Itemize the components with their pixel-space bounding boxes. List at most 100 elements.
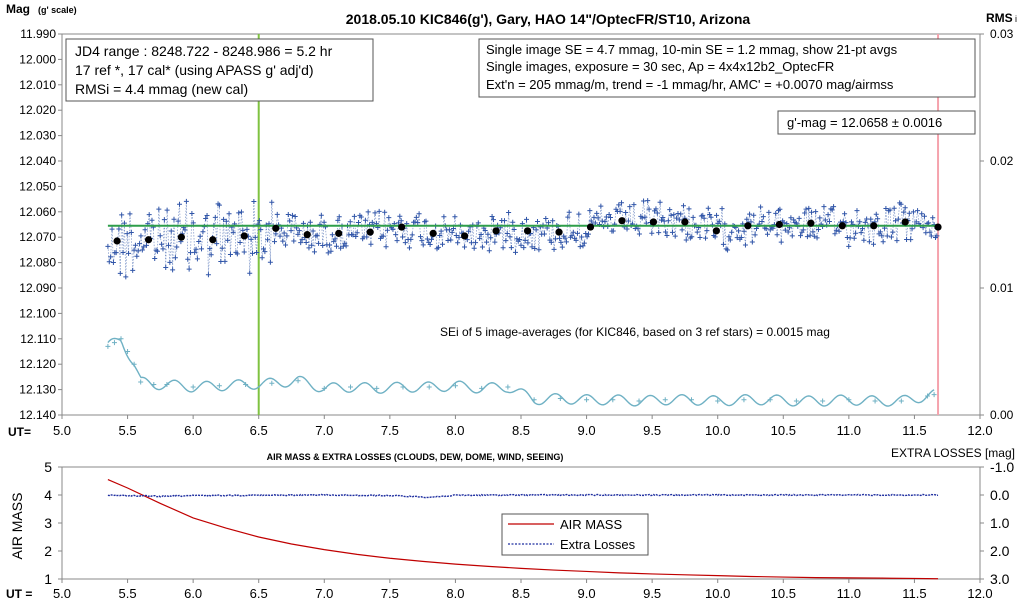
single-image-point [336,214,342,220]
single-image-point [700,212,706,218]
single-image-point [566,209,572,215]
single-image-point [119,212,125,218]
single-image-point [853,230,859,236]
single-image-point [663,229,669,235]
single-image-point [895,216,901,222]
rms-point [321,385,327,391]
single-image-point [842,211,848,217]
single-image-point [261,246,267,252]
single-image-point [212,214,218,220]
single-image-point [868,216,874,222]
main-y2tick-label: 0.03 [990,27,1014,41]
single-image-point [603,214,609,220]
main-ytick-label: 12.040 [19,154,56,168]
single-image-point [642,214,648,220]
rms-trace [107,337,935,407]
single-image-point [595,215,601,221]
gmag-label: g'-mag = 12.0658 ± 0.0016 [787,115,942,130]
single-image-point [207,246,213,252]
avg-point [366,228,374,236]
single-image-point [248,236,254,242]
single-image-point [435,244,441,250]
main-ytick-label: 12.000 [19,52,56,66]
single-image-point [884,233,890,239]
rms-point [190,384,196,390]
avg-point [240,232,248,240]
rms-point [584,397,590,403]
single-image-point [749,239,755,245]
single-image-point [679,227,685,233]
single-image-point [167,259,173,265]
single-image-point [292,213,298,219]
single-image-point [685,231,691,237]
rms-point [131,361,137,367]
single-image-point [879,233,885,239]
single-image-point [397,213,403,219]
single-image-point [859,226,865,232]
main-xtick-label: 11.5 [902,423,926,438]
main-ytick-label: 12.100 [19,306,56,320]
single-image-point [356,219,362,225]
single-image-point [580,243,586,249]
single-image-point [485,231,491,237]
single-image-point [511,227,517,233]
single-image-point [128,230,134,236]
single-image-point [383,244,389,250]
single-image-point [438,228,444,234]
single-image-point [364,234,370,240]
single-image-point [247,270,253,276]
main-ytick-label: 12.140 [19,408,56,422]
single-image-point [807,232,813,238]
single-image-point [452,214,458,220]
single-image-point [316,240,322,246]
single-image-point [657,199,663,205]
info-box-left-line-1: JD4 range : 8248.722 - 8248.986 = 5.2 hr [75,43,333,59]
single-image-point [199,246,205,252]
single-image-point [815,227,821,233]
single-image-point [705,205,711,211]
single-image-point [592,220,598,226]
single-image-point [584,234,590,240]
single-image-point [127,211,133,217]
single-image-point [393,232,399,238]
main-y2tick-label: 0.01 [990,281,1014,295]
main-xtick-label: 5.0 [53,423,71,438]
main-ylabel-sub: (g' scale) [38,5,77,15]
avg-point [934,223,942,231]
avg-point [113,237,121,245]
single-image-point [559,244,565,250]
single-image-point [219,245,225,251]
single-image-point [829,207,835,213]
single-image-point [244,226,250,232]
single-image-point [909,226,915,232]
single-image-point [503,238,509,244]
single-image-point [908,237,914,243]
single-image-point [141,244,147,250]
single-image-point [708,214,714,220]
single-image-point [296,228,302,234]
single-image-point [813,209,819,215]
single-image-point [686,206,692,212]
single-image-point [598,203,604,209]
lower-y2tick-label: 1.0 [990,515,1010,531]
info-box-right-line-3: Ext'n = 205 mmag/m, trend = -1 mmag/hr, … [486,77,894,92]
rms-point [898,398,904,404]
single-image-point [306,245,312,251]
single-image-point [419,238,425,244]
single-image-point [265,237,271,243]
single-image-point [192,249,198,255]
rms-point [125,349,131,354]
single-image-point [164,207,170,213]
single-image-point [512,249,518,255]
single-image-point [552,236,558,242]
single-image-point [124,231,130,237]
single-image-point [676,217,682,223]
avg-point [586,223,595,231]
rms-point [105,343,111,349]
single-image-point [298,240,304,246]
rms-point [688,397,694,403]
single-image-point [200,229,206,235]
lower-y2tick-label: 3.0 [990,571,1010,587]
main-ytick-label: 12.130 [19,383,56,397]
single-image-point [927,229,933,235]
